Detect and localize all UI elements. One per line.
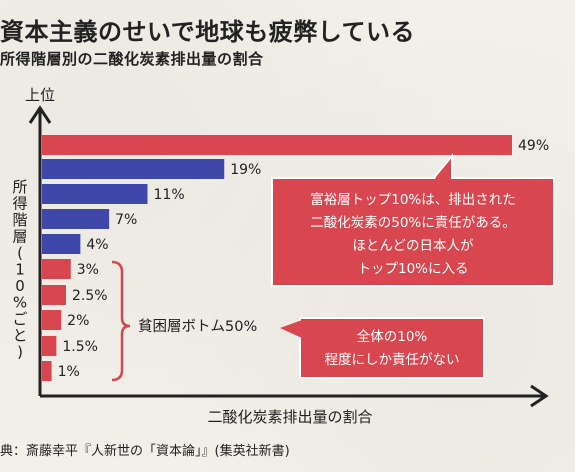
source-note: 典：斎藤幸平『人新世の「資本論」』(集英社新書): [0, 444, 290, 459]
y-axis-label-char: ): [17, 343, 23, 361]
page-title: 資本主義のせいで地球も疲弊している: [0, 18, 416, 46]
bar-8: [42, 310, 62, 330]
bar-value-label-7: 2.5%: [72, 288, 108, 304]
y-axis-label-char: ご: [12, 310, 27, 328]
bar-value-label-5: 4%: [86, 237, 108, 253]
y-axis-label-char: 0: [15, 277, 25, 295]
x-axis-arrow: [530, 384, 549, 408]
y-axis-arrow: [28, 105, 52, 124]
bottom-group-label: 貧困層ボトム50%: [138, 318, 257, 335]
bar-7: [42, 285, 66, 305]
bar-value-label-4: 7%: [115, 212, 137, 228]
top-callout-line-2: 二酸化炭素の50%に責任がある。: [310, 215, 516, 231]
bar-1: [42, 135, 512, 155]
bar-value-label-3: 11%: [154, 187, 185, 203]
bar-value-label-9: 1.5%: [62, 339, 98, 355]
y-axis-label-char: 所: [12, 178, 27, 196]
y-axis-label: 所得階層(1 0 %ごと): [12, 178, 27, 361]
y-axis-label-char: 得: [12, 195, 27, 213]
bar-10: [42, 361, 52, 381]
top-callout-line-4: トップ10%に入る: [357, 261, 468, 277]
bar-value-label-6: 3%: [77, 262, 99, 278]
top-group-callout: 富裕層トップ10%は、排出された 二酸化炭素の50%に責任がある。 ほとんどの日…: [271, 153, 555, 287]
y-axis-label-char: %: [13, 294, 27, 312]
bottom-group-bracket: [111, 260, 131, 382]
top-callout-line-3: ほとんどの日本人が: [352, 238, 474, 254]
bar-value-label-8: 2%: [67, 313, 89, 329]
bar-9: [42, 336, 57, 356]
y-axis-label-char: (: [17, 244, 23, 262]
bar-value-label-2: 19%: [230, 162, 261, 178]
bar-value-label-10: 1%: [58, 364, 80, 380]
y-axis-label-char: 層: [12, 228, 27, 246]
bars-group: 49% 19% 11% 7% 4% 3% 2.5% 2% 1.5% 1%: [42, 135, 549, 381]
y-axis-label-char: と: [12, 327, 27, 345]
bar-6: [42, 259, 71, 279]
page-subtitle: 所得階層別の二酸化炭素排出量の割合: [0, 50, 264, 68]
bar-3: [42, 184, 148, 204]
bar-5: [42, 234, 81, 254]
bottom-callout-line-2: 程度にしか責任がない: [325, 352, 460, 368]
bar-value-label-1: 49%: [518, 138, 549, 154]
bottom-callout-line-1: 全体の10%: [357, 328, 428, 345]
bar-4: [42, 209, 110, 229]
bottom-group-callout: 全体の10% 程度にしか責任がない: [280, 317, 485, 379]
y-axis-label-char: 1: [15, 261, 25, 279]
x-axis-label: 二酸化炭素排出量の割合: [207, 408, 372, 426]
top-callout-line-1: 富裕層トップ10%は、排出された: [310, 191, 516, 208]
y-axis-label-char: 階: [12, 211, 27, 229]
bar-2: [42, 159, 225, 179]
y-axis-top-label: 上位: [25, 86, 55, 104]
